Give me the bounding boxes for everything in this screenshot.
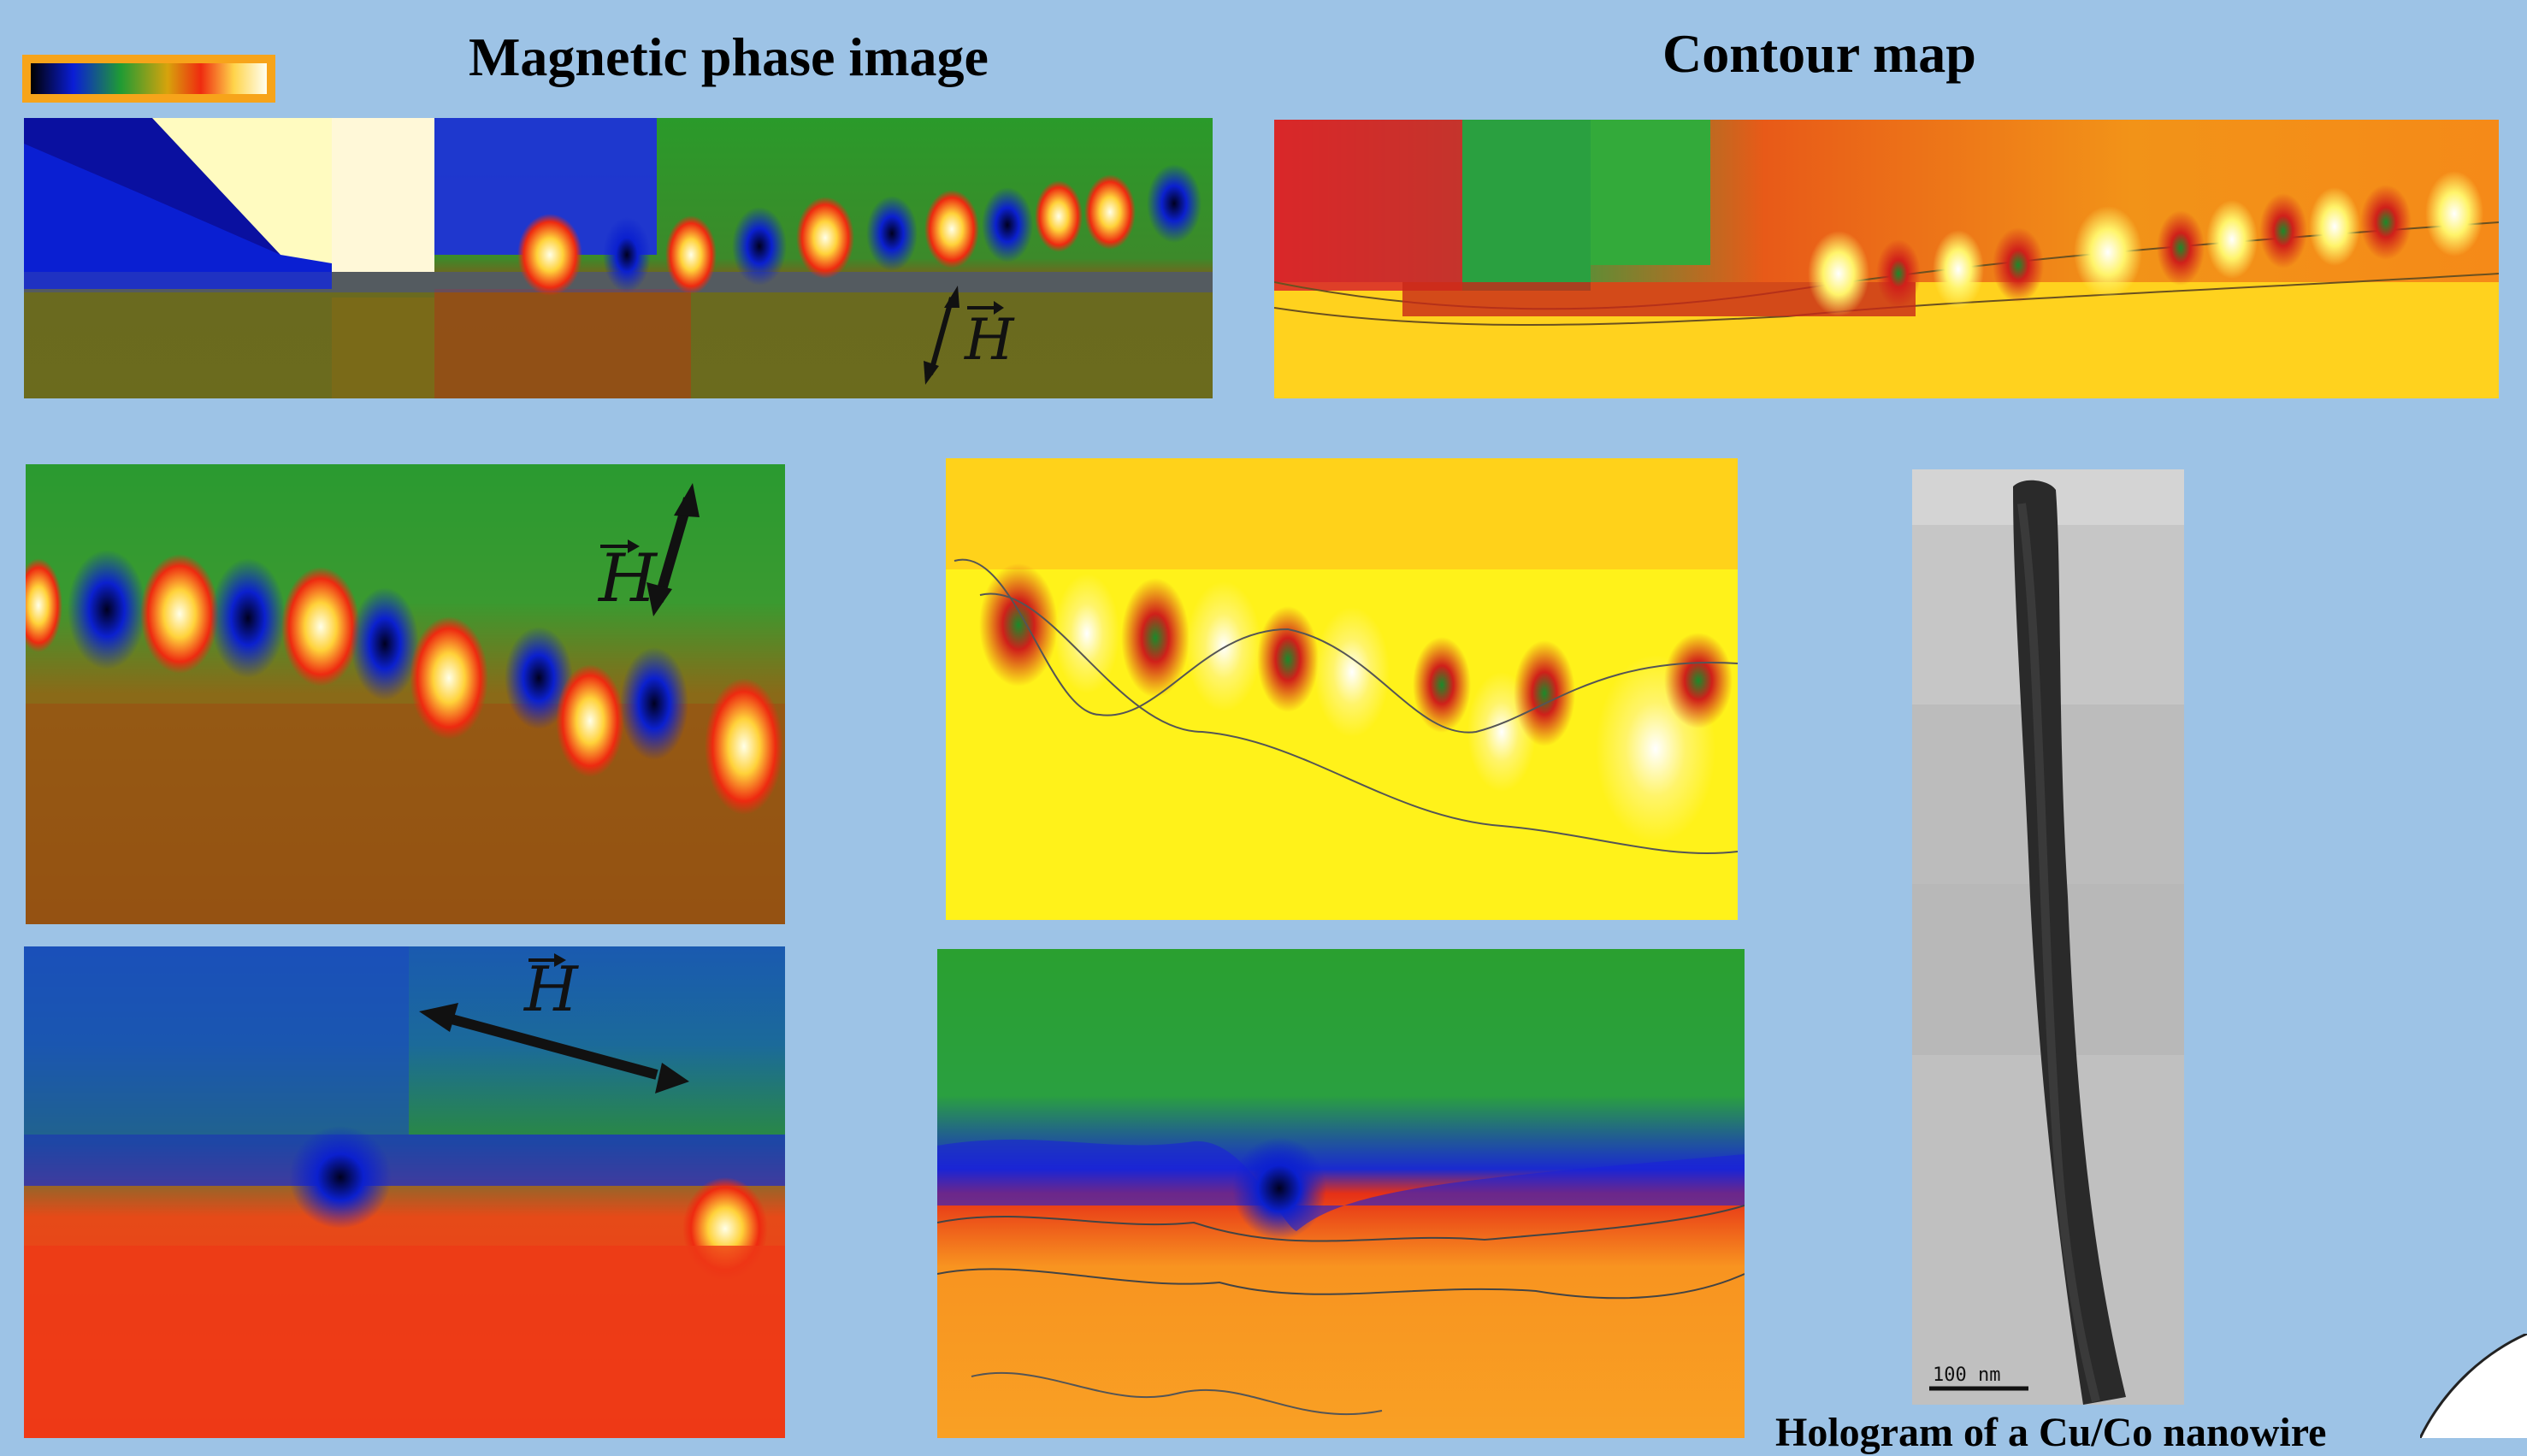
phase-image-zoom-1: H — [26, 464, 785, 924]
tem-nanowire-image: 100 nm — [1912, 469, 2184, 1405]
colorbar-gradient — [31, 63, 267, 94]
contour-map-zoom-2 — [937, 949, 1745, 1438]
phase-image-zoom-2: H — [24, 946, 785, 1438]
contour-map-zoom-1 — [946, 458, 1738, 920]
field-arrow-mid — [647, 483, 700, 616]
phase-image-full-wire: H — [24, 118, 1213, 398]
corner-curve-decoration — [2420, 1334, 2527, 1438]
contour-map-title: Contour map — [1662, 23, 1976, 84]
hologram-caption: Hologram of a Cu/Co nanowire — [1775, 1410, 2327, 1455]
field-arrow-top — [924, 286, 959, 385]
field-arrow-bottom — [419, 1003, 689, 1093]
magnetic-phase-title: Magnetic phase image — [469, 27, 989, 87]
field-label-bottom: H — [523, 953, 579, 1025]
phase-colorbar — [22, 55, 275, 103]
scale-bar-label: 100 nm — [1933, 1365, 2000, 1386]
field-label-top: H — [964, 307, 1015, 373]
contour-map-full-wire — [1274, 120, 2499, 398]
